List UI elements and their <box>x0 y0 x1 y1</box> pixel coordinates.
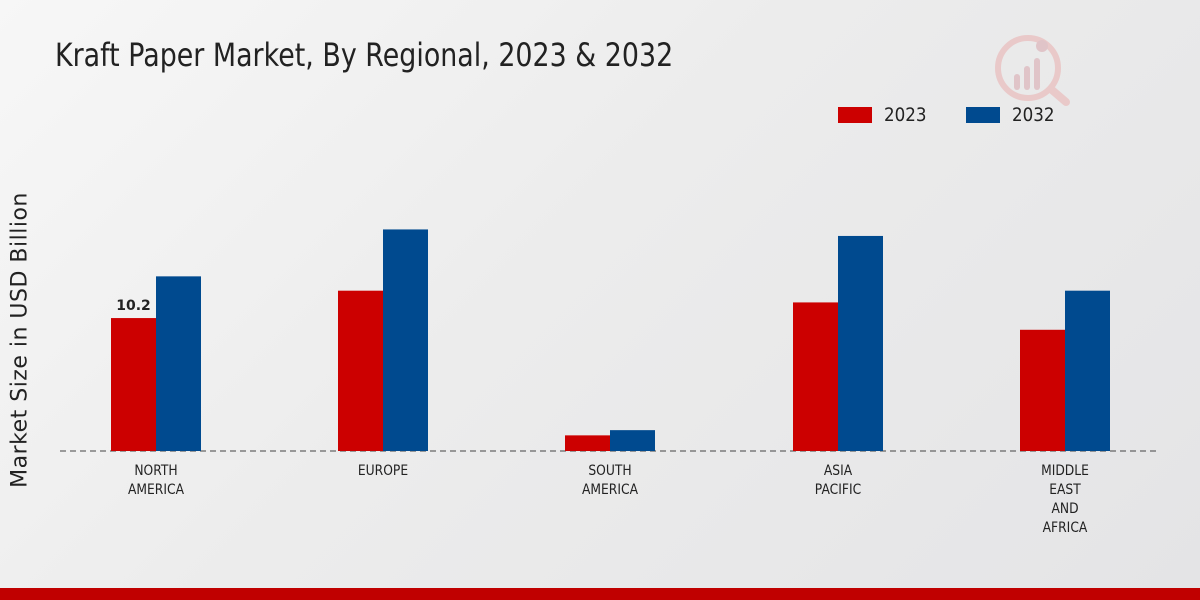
data-label: 10.2 <box>116 298 151 314</box>
bar-2023-0 <box>111 318 156 451</box>
x-tick-label: AFRICA <box>1043 520 1088 536</box>
bar-chart: 10.2 NORTH AMERICA EUROPE SOUTH AMERICA ASIA PA… <box>0 0 1200 600</box>
x-tick-label: AMERICA <box>582 482 638 498</box>
bar-2032-1 <box>383 229 428 451</box>
bar-2023-3 <box>793 302 838 451</box>
x-tick-label: AND <box>1051 501 1078 517</box>
bar-2023-1 <box>338 291 383 451</box>
x-tick-label: ASIA <box>824 463 852 479</box>
x-tick-label: EUROPE <box>358 463 408 479</box>
x-tick-label: NORTH <box>134 463 177 479</box>
footer-bar <box>0 588 1200 600</box>
x-tick-label: SOUTH <box>588 463 631 479</box>
x-tick-label: EAST <box>1049 482 1081 498</box>
x-tick-label: MIDDLE <box>1041 463 1089 479</box>
bar-2023-2 <box>565 435 610 451</box>
bar-2032-0 <box>156 276 201 451</box>
bar-2032-2 <box>610 430 655 451</box>
x-tick-label: PACIFIC <box>815 482 861 498</box>
bar-2032-3 <box>838 236 883 451</box>
x-tick-label: AMERICA <box>128 482 184 498</box>
bar-2023-4 <box>1020 330 1065 451</box>
bar-2032-4 <box>1065 291 1110 451</box>
